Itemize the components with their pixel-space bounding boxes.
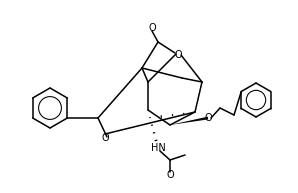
- Text: O: O: [166, 170, 174, 180]
- Polygon shape: [170, 117, 208, 125]
- Text: HN: HN: [150, 143, 165, 153]
- Text: O: O: [174, 50, 182, 60]
- Text: O: O: [204, 113, 212, 123]
- Text: O: O: [148, 23, 156, 33]
- Text: O: O: [101, 133, 109, 143]
